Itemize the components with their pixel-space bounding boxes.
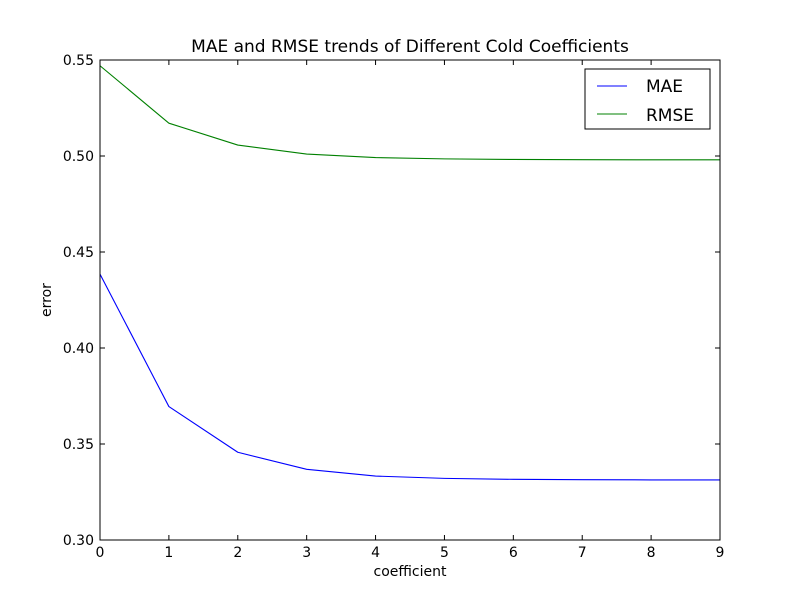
x-tick-label: 9	[716, 545, 725, 561]
y-tick-label: 0.40	[63, 341, 94, 357]
y-tick-label: 0.30	[63, 533, 94, 549]
y-tick-label: 0.50	[63, 149, 94, 165]
y-tick-label: 0.45	[63, 245, 94, 261]
legend-box	[584, 68, 711, 130]
x-tick-label: 5	[440, 545, 449, 561]
legend-label-mae: MAE	[646, 77, 683, 97]
y-tick-label: 0.35	[63, 437, 94, 453]
plot-area	[100, 60, 720, 540]
plot-frame	[99, 59, 721, 541]
x-axis-label: coefficient	[374, 564, 447, 580]
x-tick-label: 2	[233, 545, 242, 561]
y-axis-label: error	[39, 283, 55, 317]
legend: MAE RMSE	[584, 68, 711, 130]
x-tick-label: 7	[578, 545, 587, 561]
x-tick-label: 6	[509, 545, 518, 561]
series-line-rmse	[99, 65, 720, 161]
legend-label-rmse: RMSE	[646, 106, 694, 126]
series-line-mae	[99, 273, 720, 481]
x-tick-label: 0	[96, 545, 105, 561]
x-tick-label: 4	[371, 545, 380, 561]
y-tick-label: 0.55	[63, 53, 94, 69]
y-ticks: 0.30 0.35 0.40 0.45 0.50 0.55	[63, 53, 720, 549]
x-ticks: 0 1 2 3 4 5 6 7 8 9	[96, 60, 725, 561]
x-tick-label: 1	[164, 545, 173, 561]
chart-title: MAE and RMSE trends of Different Cold Co…	[191, 37, 629, 57]
x-tick-label: 3	[302, 545, 311, 561]
series-layer	[99, 65, 720, 481]
x-tick-label: 8	[647, 545, 656, 561]
